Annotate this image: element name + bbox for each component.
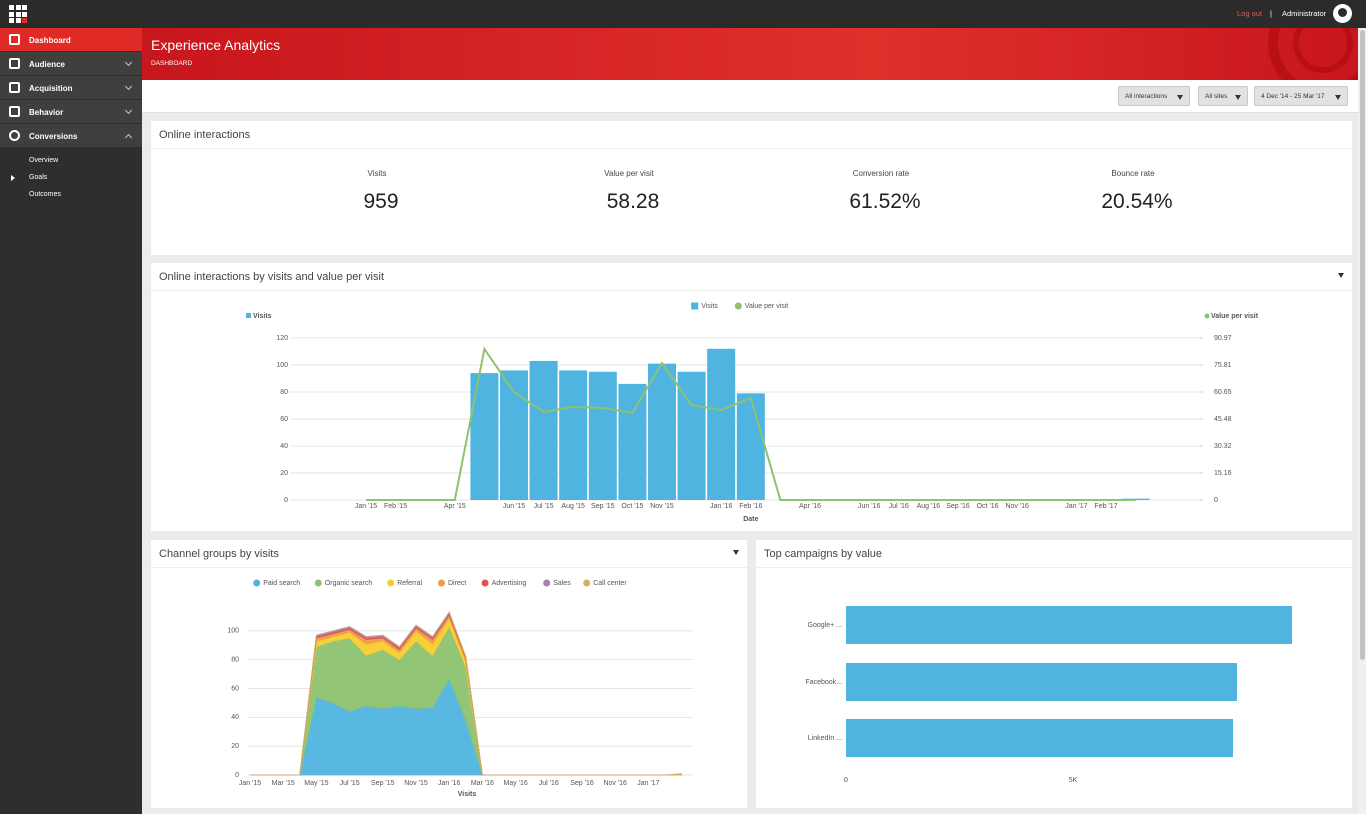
sidebar: Dashboard Audience Acquisition Behavior …: [0, 28, 142, 814]
menu-label: Audience: [29, 60, 66, 69]
menu-item[interactable]: Acquisition: [0, 76, 142, 100]
menu-item[interactable]: Behavior: [0, 100, 142, 124]
filter-label: All sites: [1205, 93, 1228, 100]
user-name[interactable]: Administrator: [1282, 9, 1327, 18]
kpi-panel: Online interactions Visits 959 Value per…: [151, 121, 1352, 255]
submenu-item[interactable]: Goals: [29, 174, 48, 181]
dropdown-arrow: [1177, 95, 1183, 100]
chevron: [124, 133, 133, 142]
icon: [9, 106, 20, 117]
chart-panel: Channel groups by visits: [151, 540, 747, 808]
chevron: [124, 106, 133, 115]
panel-menu[interactable]: [733, 550, 739, 555]
breadcrumb[interactable]: DASHBOARD: [151, 60, 193, 67]
kpi-value: 20.54%: [1101, 190, 1173, 213]
kpi-label: Bounce rate: [1111, 169, 1155, 178]
panel-title: Online interactions by visits and value …: [159, 271, 384, 283]
decoration: [1293, 28, 1353, 73]
divider: [151, 567, 747, 568]
filter-label: 4 Dec '14 - 25 Mar '17: [1261, 93, 1325, 100]
chart-panel: Top campaigns by value: [756, 540, 1352, 808]
filter-dropdown[interactable]: All sites: [1198, 86, 1248, 106]
divider: [756, 567, 1352, 568]
top-bar: Log out | Administrator: [0, 0, 1366, 28]
kpi-label: Conversion rate: [852, 169, 910, 178]
logout-link[interactable]: Log out: [1237, 9, 1263, 18]
icon: [9, 34, 20, 45]
avatar[interactable]: [1333, 4, 1352, 23]
kpi-value: 58.28: [606, 190, 660, 213]
menu-item[interactable]: Audience: [0, 52, 142, 76]
chart-panel: Online interactions by visits and value …: [151, 263, 1352, 531]
menu-item[interactable]: Conversions: [0, 124, 142, 148]
date-range-picker[interactable]: 4 Dec '14 - 25 Mar '17: [1254, 86, 1348, 106]
panel-menu[interactable]: [1338, 273, 1344, 278]
scrollbar-thumb[interactable]: [1360, 30, 1365, 660]
divider: [151, 290, 1352, 291]
menu-label: Conversions: [29, 132, 78, 141]
panel-title: Top campaigns by value: [764, 548, 883, 560]
kpi-value: 959: [363, 190, 399, 213]
kpi-value: 61.52%: [849, 190, 921, 213]
divider: [151, 148, 1352, 149]
dropdown-arrow: [1235, 95, 1241, 100]
dropdown-arrow: [1335, 95, 1341, 100]
panel-title: Online interactions: [159, 129, 251, 141]
icon: [9, 82, 20, 93]
panel-title: Channel groups by visits: [159, 548, 279, 560]
filter-dropdown[interactable]: All interactions: [1118, 86, 1190, 106]
decoration: [1268, 28, 1358, 80]
filter-bar: All interactions All sites 4 Dec '14 - 2…: [142, 80, 1358, 113]
chevron: [124, 82, 133, 91]
icon: [9, 58, 20, 69]
menu-label: Behavior: [29, 108, 64, 117]
kpi-label: Value per visit: [604, 169, 654, 178]
menu-label: Acquisition: [29, 84, 73, 93]
menu-label: Dashboard: [29, 36, 71, 45]
separator: |: [1270, 9, 1272, 18]
menu-item[interactable]: Dashboard: [0, 28, 142, 52]
app-launcher[interactable]: [9, 5, 27, 23]
page-title: Experience Analytics: [151, 37, 281, 53]
submenu-item[interactable]: Outcomes: [29, 191, 61, 198]
filter-label: All interactions: [1125, 93, 1168, 100]
kpi-label: Visits: [367, 169, 387, 178]
submenu-item[interactable]: Overview: [29, 157, 59, 164]
icon: [9, 130, 20, 141]
page-header: Experience Analytics DASHBOARD: [142, 28, 1358, 80]
expand-arrow[interactable]: [11, 175, 15, 181]
chevron: [124, 58, 133, 67]
